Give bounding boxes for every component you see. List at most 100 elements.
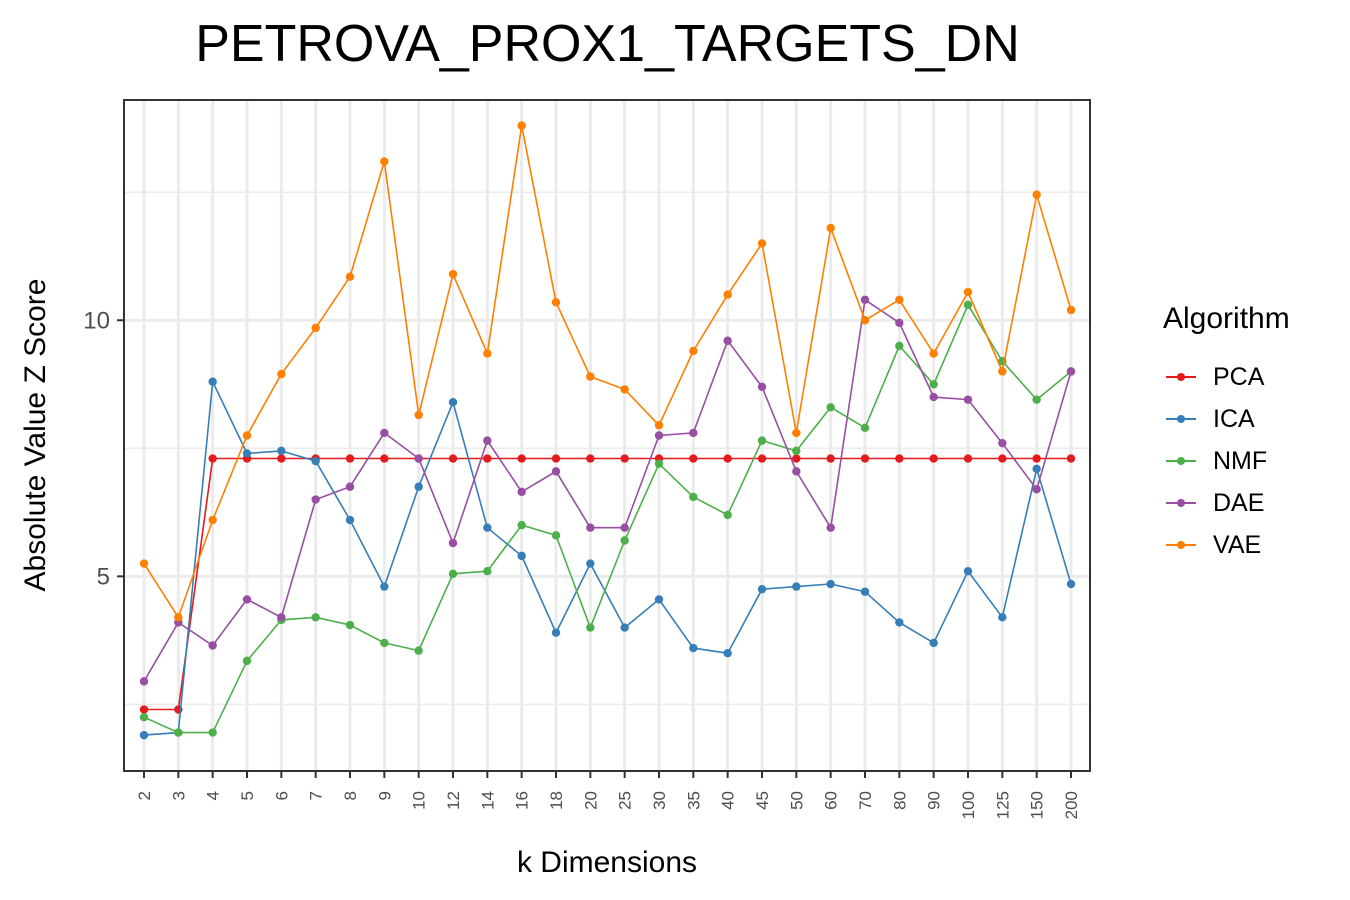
data-point-vae <box>414 410 423 420</box>
data-point-vae <box>139 559 149 568</box>
series-line-ica <box>143 378 1072 736</box>
x-tick-label: 2 <box>135 791 154 800</box>
legend: Algorithm PCA ICA NMF DAE VAE <box>1163 302 1290 566</box>
data-point-dae <box>242 595 252 604</box>
data-point-nmf <box>414 646 423 655</box>
data-point-pca <box>757 454 767 463</box>
data-point-vae <box>174 613 183 622</box>
data-point-vae <box>860 316 870 325</box>
data-point-vae <box>757 239 767 248</box>
data-point-dae <box>139 677 149 686</box>
data-point-vae <box>448 269 458 279</box>
data-point-nmf <box>860 423 870 433</box>
x-tick-label: 3 <box>169 791 188 800</box>
legend-key-dot <box>1177 457 1185 465</box>
data-point-ica <box>895 618 904 627</box>
data-point-ica <box>242 449 252 458</box>
data-point-vae <box>792 428 801 438</box>
data-point-ica <box>826 579 835 589</box>
data-point-pca <box>345 454 355 463</box>
x-tick-label: 18 <box>547 791 566 810</box>
data-point-pca <box>277 454 286 463</box>
data-point-pca <box>963 454 973 463</box>
data-point-pca <box>998 454 1007 463</box>
legend-label: PCA <box>1213 362 1265 391</box>
data-point-ica <box>723 648 732 658</box>
data-point-dae <box>208 641 217 650</box>
legend-item-nmf: NMF <box>1163 440 1290 482</box>
data-point-vae <box>311 323 320 333</box>
x-tick-label: 8 <box>341 791 360 800</box>
data-point-ica <box>998 613 1007 622</box>
legend-key <box>1163 524 1199 566</box>
data-point-dae <box>448 538 458 548</box>
x-tick-label: 25 <box>616 791 635 810</box>
data-point-nmf <box>174 728 183 737</box>
data-point-dae <box>963 395 973 404</box>
series-line-vae <box>143 125 1072 620</box>
data-point-dae <box>345 482 355 491</box>
data-point-ica <box>963 567 973 576</box>
data-point-pca <box>1032 454 1041 463</box>
data-point-vae <box>929 349 938 358</box>
data-point-pca <box>895 454 904 463</box>
data-point-ica <box>757 584 767 594</box>
x-tick-label: 200 <box>1062 791 1081 819</box>
legend-key-dot <box>1177 415 1185 423</box>
data-point-nmf <box>792 446 801 456</box>
data-point-vae <box>998 367 1007 376</box>
data-point-nmf <box>963 300 973 310</box>
data-point-dae <box>517 487 526 497</box>
x-axis-label: k Dimensions <box>516 846 698 879</box>
data-point-dae <box>380 428 389 438</box>
data-point-nmf <box>895 341 904 351</box>
data-point-vae <box>620 385 629 394</box>
plot-border <box>123 99 1091 772</box>
data-point-ica <box>380 582 389 591</box>
data-point-ica <box>345 515 355 525</box>
data-point-nmf <box>311 613 320 622</box>
x-tick-label: 60 <box>822 791 841 810</box>
data-point-pca <box>689 454 698 463</box>
x-tick-label: 20 <box>581 791 600 810</box>
data-point-pca <box>551 454 561 463</box>
data-point-nmf <box>586 623 595 632</box>
data-point-ica <box>1066 579 1076 589</box>
data-point-pca <box>792 454 801 463</box>
plot-background <box>124 100 1090 771</box>
data-point-vae <box>483 349 492 358</box>
x-tick-label: 80 <box>890 791 909 810</box>
x-tick-label: 12 <box>444 791 463 810</box>
data-point-dae <box>826 523 835 532</box>
data-point-dae <box>654 431 664 440</box>
data-point-dae <box>929 392 938 402</box>
legend-key-dot <box>1177 373 1185 381</box>
x-tick-label: 6 <box>272 791 291 800</box>
data-point-ica <box>1032 464 1041 473</box>
data-point-pca <box>483 454 492 463</box>
legend-item-vae: VAE <box>1163 524 1290 566</box>
data-point-nmf <box>551 531 561 540</box>
data-point-dae <box>895 318 904 328</box>
series-dae <box>139 295 1076 686</box>
data-point-nmf <box>723 510 732 520</box>
x-tick-label: 9 <box>375 791 394 800</box>
x-tick-label: 90 <box>925 791 944 810</box>
y-tick-label: 10 <box>83 307 110 334</box>
data-point-vae <box>277 369 286 379</box>
data-point-vae <box>242 431 252 440</box>
data-point-vae <box>963 287 973 297</box>
data-point-pca <box>517 454 526 463</box>
legend-title: Algorithm <box>1163 302 1290 335</box>
data-point-ica <box>620 623 629 632</box>
data-point-ica <box>311 456 320 466</box>
data-point-ica <box>654 595 664 604</box>
data-point-pca <box>139 705 149 714</box>
x-tick-label: 30 <box>650 791 669 810</box>
x-tick-label: 7 <box>307 791 326 800</box>
x-tick-label: 45 <box>753 791 772 810</box>
data-point-ica <box>414 482 423 491</box>
legend-key <box>1163 356 1199 398</box>
data-point-dae <box>483 436 492 445</box>
series-line-dae <box>143 298 1072 682</box>
